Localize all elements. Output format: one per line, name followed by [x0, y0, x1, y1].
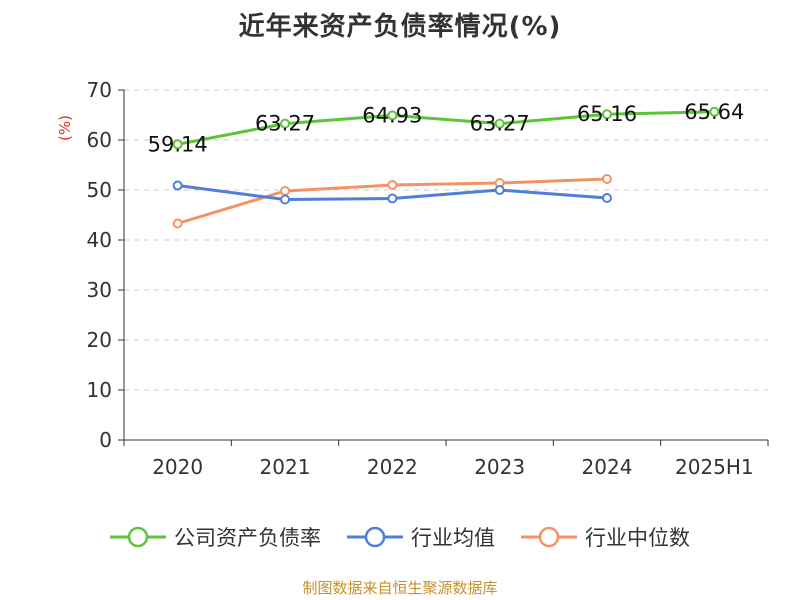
y-tick-label: 70 — [87, 78, 112, 102]
legend-swatch-industry-median — [521, 526, 577, 548]
data-label: 59.14 — [148, 132, 208, 156]
legend-label-company: 公司资产负债率 — [174, 526, 321, 550]
data-point-2 — [602, 174, 612, 184]
y-tick-label: 0 — [99, 428, 112, 452]
y-tick-label: 20 — [87, 328, 112, 352]
data-point-0 — [280, 118, 290, 129]
y-axis-unit-label: (%) — [56, 115, 74, 141]
x-tick-label: 2023 — [474, 455, 525, 479]
x-tick-label: 2021 — [260, 455, 311, 479]
data-label: 63.27 — [470, 112, 530, 136]
legend-item-industry-average[interactable]: 行业均值 — [347, 522, 495, 552]
legend-label-industry-median: 行业中位数 — [585, 526, 690, 550]
y-tick-label: 10 — [87, 378, 112, 402]
data-point-1 — [602, 193, 612, 203]
data-point-0 — [387, 110, 398, 121]
data-point-1 — [387, 193, 398, 204]
x-tick-label: 2022 — [367, 455, 418, 479]
data-label: 65.16 — [577, 102, 637, 126]
series-line-0 — [177, 110, 715, 146]
x-tick-label: 2024 — [582, 455, 633, 479]
legend-swatch-industry-average — [347, 526, 403, 548]
data-label: 64.93 — [362, 103, 422, 127]
data-point-0 — [709, 106, 720, 117]
y-tick-label: 60 — [87, 128, 112, 152]
y-tick-label: 40 — [87, 228, 112, 252]
legend-item-company[interactable]: 公司资产负债率 — [110, 522, 321, 552]
source-note: 制图数据来自恒生聚源数据库 — [302, 579, 498, 597]
y-tick-label: 50 — [87, 178, 112, 202]
data-point-1 — [280, 194, 290, 205]
data-label: 63.27 — [255, 112, 315, 136]
y-tick-label: 30 — [87, 278, 112, 302]
legend-swatch-company — [110, 526, 166, 548]
data-point-1 — [494, 185, 505, 195]
data-point-0 — [172, 139, 183, 150]
data-point-2 — [172, 218, 183, 229]
data-point-0 — [494, 118, 505, 129]
data-point-0 — [602, 109, 612, 120]
chart-title: 近年来资产负债率情况(%) — [238, 12, 562, 42]
data-point-1 — [172, 180, 183, 191]
data-point-2 — [280, 186, 290, 196]
data-point-2 — [387, 180, 398, 190]
data-label: 65.64 — [684, 100, 744, 124]
legend-label-industry-average: 行业均值 — [411, 526, 495, 550]
legend-item-industry-median[interactable]: 行业中位数 — [521, 522, 690, 552]
x-tick-label: 2020 — [152, 455, 203, 479]
x-tick-label: 2025H1 — [675, 455, 754, 479]
legend: 公司资产负债率 行业均值 行业中位数 — [0, 520, 800, 554]
